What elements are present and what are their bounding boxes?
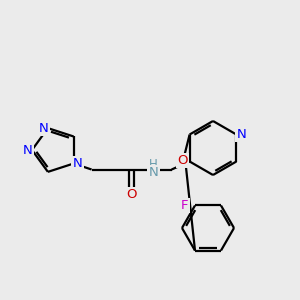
Text: O: O (177, 154, 188, 167)
Text: H: H (149, 158, 158, 171)
Text: N: N (149, 166, 158, 179)
Text: N: N (73, 157, 82, 170)
Text: N: N (39, 122, 49, 135)
Text: N: N (236, 128, 246, 141)
Text: N: N (23, 143, 33, 157)
Text: F: F (181, 199, 189, 212)
Text: O: O (126, 188, 137, 201)
